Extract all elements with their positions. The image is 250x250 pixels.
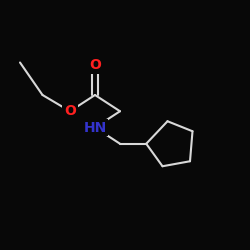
Text: O: O	[64, 104, 76, 118]
Text: O: O	[89, 58, 101, 72]
Text: HN: HN	[84, 120, 106, 134]
